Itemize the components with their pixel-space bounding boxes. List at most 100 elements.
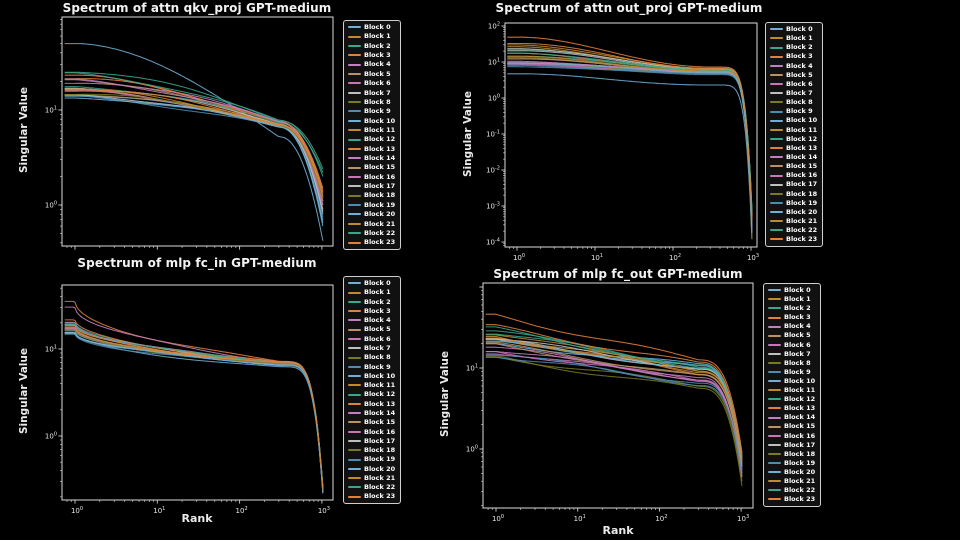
legend-swatch [348,54,361,57]
legend-swatch [348,402,361,405]
legend-swatch [348,73,361,76]
legend-label: Block 10 [364,116,396,125]
x-tick-label: 101 [591,253,603,262]
legend-item: Block 0 [770,26,817,33]
legend-label: Block 14 [786,152,818,161]
legend-label: Block 11 [786,125,818,134]
legend-item: Block 12 [348,391,395,398]
legend-swatch [770,165,783,168]
legend-item: Block 15 [348,419,395,426]
legend-swatch [348,328,361,331]
legend-swatch [348,241,361,244]
legend-swatch [770,156,783,159]
legend-label: Block 19 [364,200,396,209]
legend-label: Block 15 [786,162,818,171]
x-tick-label: 100 [492,514,504,523]
legend-item: Block 8 [348,99,395,106]
legend-label: Block 5 [786,70,813,79]
legend-swatch [348,91,361,94]
legend-item: Block 10 [348,373,395,380]
legend-label: Block 3 [784,313,811,322]
legend-item: Block 22 [348,230,395,237]
legend-label: Block 21 [784,476,816,485]
legend-swatch [348,129,361,132]
legend-label: Block 2 [364,297,391,306]
legend-item: Block 2 [770,44,817,51]
y-tick-label: 10-3 [486,202,500,211]
chart-title-attn-out-proj: Spectrum of attn out_proj GPT-medium [495,1,763,15]
legend-item: Block 1 [768,296,815,303]
legend-swatch [768,443,781,446]
legend-item: Block 20 [348,211,395,218]
series-line-block-15 [507,58,753,225]
legend-item: Block 9 [348,364,395,371]
legend-label: Block 14 [784,413,816,422]
series-line-block-22 [485,333,743,457]
legend-label: Block 21 [364,219,396,228]
legend-label: Block 3 [364,51,391,60]
legend-item: Block 11 [348,127,395,134]
legend-label: Block 5 [364,69,391,78]
legend-swatch [348,232,361,235]
series-line-block-18 [64,93,324,200]
series-line-block-19 [64,95,324,218]
series-line-block-16 [507,63,753,232]
legend-item: Block 1 [348,33,395,40]
legend-item: Block 5 [348,326,395,333]
legend-label: Block 6 [364,79,391,88]
series-line-block-19 [507,64,753,226]
x-tick-label: 102 [236,506,248,515]
legend-item: Block 11 [348,382,395,389]
legend-label: Block 17 [364,436,396,445]
legend-item: Block 11 [768,387,815,394]
legend-item: Block 12 [770,136,817,143]
legend-item: Block 22 [770,227,817,234]
series-line-block-8 [507,56,753,236]
axes-frame [61,284,334,501]
series-line-block-20 [64,332,324,492]
legend-swatch [768,343,781,346]
legend-swatch [770,201,783,204]
y-tick-label: 100 [466,445,478,454]
legend-item: Block 23 [348,239,395,246]
legend-swatch [348,458,361,461]
legend-item: Block 11 [770,127,817,134]
legend-swatch [348,384,361,387]
y-tick-label: 102 [488,22,500,31]
legend-label: Block 16 [786,171,818,180]
legend-item: Block 0 [348,24,395,31]
legend-label: Block 10 [786,116,818,125]
chart-title-mlp-fc-in: Spectrum of mlp fc_in GPT-medium [77,256,317,270]
y-tick-label: 10-2 [486,166,500,175]
legend-swatch [348,176,361,178]
chart-title-mlp-fc-out: Spectrum of mlp fc_out GPT-medium [493,267,743,281]
legend-label: Block 6 [786,79,813,88]
legend-label: Block 12 [786,134,818,143]
legend-swatch [770,55,783,58]
legend-label: Block 0 [364,279,391,287]
legend-swatch [770,192,783,195]
legend-item: Block 13 [348,146,395,153]
legend-label: Block 4 [784,322,811,331]
legend-label: Block 1 [364,32,391,41]
legend-swatch [768,462,781,465]
x-tick-label: 103 [747,253,759,262]
series-line-block-20 [64,97,324,223]
legend-item: Block 2 [348,43,395,50]
legend-label: Block 6 [364,334,391,343]
legend-label: Block 15 [784,422,816,431]
legend-label: Block 21 [786,216,818,225]
legend-swatch [768,498,781,501]
legend-swatch [348,449,361,452]
legend-swatch [348,300,361,303]
legend-swatch [348,282,361,285]
series-line-block-10 [507,63,753,232]
series-line-block-17 [64,94,324,212]
legend-label: Block 4 [786,61,813,70]
legend-swatch [348,467,361,470]
legend-swatch [768,425,781,428]
legend-item: Block 13 [348,401,395,408]
legend-label: Block 20 [786,207,818,216]
legend-item: Block 13 [768,405,815,412]
legend-swatch [348,213,361,216]
